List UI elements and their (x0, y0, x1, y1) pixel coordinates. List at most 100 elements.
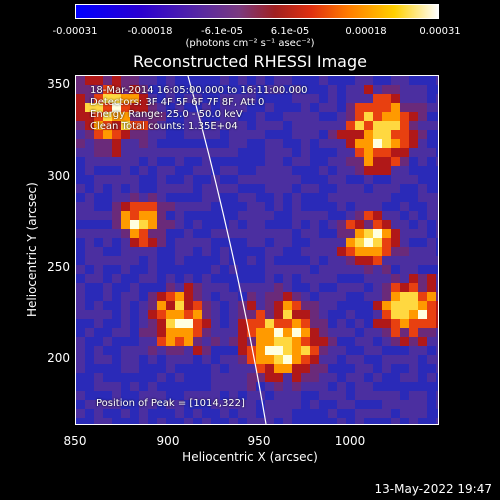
image-pixel (310, 247, 320, 257)
image-pixel (364, 337, 374, 347)
image-plot: 18-Mar-2014 16:05:00.000 to 16:11:00.000… (75, 75, 439, 425)
image-pixel (112, 184, 122, 194)
image-pixel (166, 103, 176, 113)
image-pixel (202, 265, 212, 275)
image-pixel (418, 346, 428, 356)
image-pixel (202, 310, 212, 320)
plot-title: Reconstructed RHESSI Image (133, 52, 367, 71)
image-pixel (373, 256, 383, 266)
image-pixel (310, 418, 320, 424)
image-pixel (121, 319, 131, 329)
image-pixel (76, 247, 86, 257)
image-pixel (247, 373, 257, 383)
image-pixel (247, 409, 257, 419)
image-pixel (292, 400, 302, 410)
image-pixel (283, 355, 293, 365)
image-pixel (283, 256, 293, 266)
image-pixel (292, 355, 302, 365)
image-pixel (418, 184, 428, 194)
image-pixel (175, 310, 185, 320)
image-pixel (328, 103, 338, 113)
image-pixel (274, 310, 284, 320)
image-pixel (346, 364, 356, 374)
image-pixel (418, 166, 428, 176)
image-pixel (220, 220, 230, 230)
image-pixel (373, 247, 383, 257)
image-pixel (292, 247, 302, 257)
image-pixel (409, 373, 419, 383)
image-pixel (409, 202, 419, 212)
image-pixel (85, 382, 95, 392)
image-pixel (94, 85, 104, 95)
image-pixel (211, 382, 221, 392)
image-pixel (76, 301, 86, 311)
image-pixel (301, 265, 311, 275)
image-pixel (274, 373, 284, 383)
image-pixel (292, 193, 302, 203)
image-pixel (400, 76, 410, 86)
image-pixel (175, 346, 185, 356)
image-pixel (175, 373, 185, 383)
image-pixel (247, 382, 257, 392)
image-pixel (184, 364, 194, 374)
image-pixel (238, 112, 248, 122)
image-pixel (337, 238, 347, 248)
image-pixel (292, 283, 302, 293)
image-pixel (355, 139, 365, 149)
image-pixel (238, 418, 248, 424)
image-pixel (157, 310, 167, 320)
image-pixel (247, 364, 257, 374)
image-pixel (121, 400, 131, 410)
image-pixel (130, 310, 140, 320)
image-pixel (220, 391, 230, 401)
image-pixel (121, 355, 131, 365)
image-pixel (418, 382, 428, 392)
image-pixel (247, 130, 257, 140)
image-pixel (418, 292, 428, 302)
image-pixel (364, 400, 374, 410)
image-pixel (193, 256, 203, 266)
image-pixel (436, 301, 438, 311)
image-pixel (382, 283, 392, 293)
image-pixel (94, 400, 104, 410)
image-pixel (220, 265, 230, 275)
image-pixel (436, 310, 438, 320)
image-pixel (148, 211, 158, 221)
image-pixel (85, 337, 95, 347)
image-pixel (247, 391, 257, 401)
image-pixel (139, 130, 149, 140)
image-pixel (346, 211, 356, 221)
image-pixel (265, 229, 275, 239)
image-pixel (211, 184, 221, 194)
image-pixel (184, 157, 194, 167)
image-pixel (229, 346, 239, 356)
image-pixel (292, 85, 302, 95)
image-pixel (319, 238, 329, 248)
image-pixel (94, 238, 104, 248)
image-pixel (148, 76, 158, 86)
image-pixel (175, 202, 185, 212)
image-pixel (337, 130, 347, 140)
image-pixel (337, 373, 347, 383)
image-pixel (319, 373, 329, 383)
image-pixel (373, 166, 383, 176)
image-pixel (175, 220, 185, 230)
image-pixel (166, 355, 176, 365)
image-pixel (391, 220, 401, 230)
image-pixel (76, 85, 86, 95)
image-pixel (346, 94, 356, 104)
image-pixel (355, 364, 365, 374)
image-pixel (373, 175, 383, 185)
image-pixel (130, 328, 140, 338)
image-pixel (130, 103, 140, 113)
image-pixel (220, 319, 230, 329)
image-pixel (112, 85, 122, 95)
image-pixel (184, 346, 194, 356)
image-pixel (76, 220, 86, 230)
image-pixel (103, 148, 113, 158)
image-pixel (202, 319, 212, 329)
image-pixel (193, 103, 203, 113)
image-pixel (220, 202, 230, 212)
image-pixel (148, 202, 158, 212)
image-pixel (247, 175, 257, 185)
